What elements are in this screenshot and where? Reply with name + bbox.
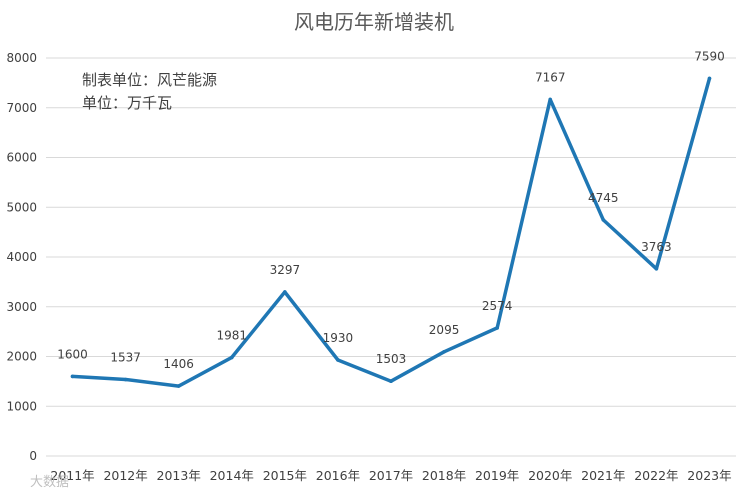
x-tick-label: 2013年: [157, 468, 201, 483]
y-tick-label: 6000: [6, 151, 37, 165]
y-tick-label: 7000: [6, 101, 37, 115]
data-point: [336, 358, 340, 362]
watermark: 大数据: [30, 475, 69, 490]
data-point: [442, 349, 446, 354]
data-label: 1537: [110, 351, 141, 365]
y-tick-label: 4000: [6, 250, 37, 264]
x-tick-label: 2017年: [369, 468, 413, 483]
source-note: 制表单位：风芒能源: [82, 71, 217, 89]
data-point: [283, 290, 287, 294]
chart-title: 风电历年新增装机: [294, 10, 454, 34]
gridlines: [46, 57, 736, 457]
x-tick-label: 2018年: [422, 468, 466, 483]
data-point: [601, 218, 606, 222]
data-point: [707, 76, 712, 81]
x-tick-label: 2015年: [263, 468, 307, 483]
x-tick-label: 2019年: [475, 468, 519, 483]
data-point: [548, 97, 553, 102]
data-label: 7167: [535, 70, 566, 84]
x-tick-label: 2011年: [50, 468, 94, 483]
data-label: 1981: [216, 328, 247, 342]
y-tick-label: 8000: [6, 51, 37, 65]
data-point: [495, 326, 499, 330]
x-tick-label: 2021年: [581, 468, 625, 483]
data-point: [389, 379, 393, 384]
x-tick-label: 2012年: [103, 468, 147, 483]
y-tick-label: 2000: [6, 350, 37, 364]
data-label: 7590: [694, 49, 725, 63]
unit-note: 单位：万千瓦: [82, 94, 172, 112]
data-point: [70, 374, 75, 379]
x-tick-label: 2022年: [634, 468, 678, 483]
x-tick-label: 2014年: [210, 468, 254, 483]
data-label: 2095: [429, 323, 460, 337]
data-point: [654, 266, 659, 271]
data-label: 3763: [641, 240, 672, 254]
data-point: [229, 355, 234, 360]
data-label: 1406: [163, 357, 194, 371]
y-tick-label: 1000: [6, 399, 37, 413]
x-tick-label: 2016年: [316, 468, 360, 483]
data-label: 4745: [588, 191, 619, 205]
data-label: 3297: [270, 263, 301, 277]
y-axis-ticks: 0 1000 2000 3000 4000 5000 6000 7000 8000: [6, 51, 37, 463]
data-label: 2574: [482, 299, 513, 313]
data-label: 1600: [57, 347, 88, 361]
data-point: [123, 377, 128, 382]
y-tick-label: 3000: [6, 300, 37, 314]
x-tick-label: 2023年: [687, 468, 731, 483]
data-labels: 1600 1537 1406 1981 3297 1930 1503 2095 2574 7167…: [57, 49, 724, 371]
series-layer: [70, 76, 712, 388]
data-label: 1930: [323, 331, 354, 345]
data-label: 1503: [376, 352, 407, 366]
x-axis-ticks: 2011年 2012年 2013年 2014年 2015年 2016年 2017年 2018年…: [50, 468, 731, 483]
x-tick-label: 2020年: [528, 468, 572, 483]
data-point: [176, 384, 181, 388]
series-line: [70, 76, 712, 388]
y-tick-label: 5000: [6, 200, 37, 214]
y-tick-label: 0: [29, 449, 37, 463]
